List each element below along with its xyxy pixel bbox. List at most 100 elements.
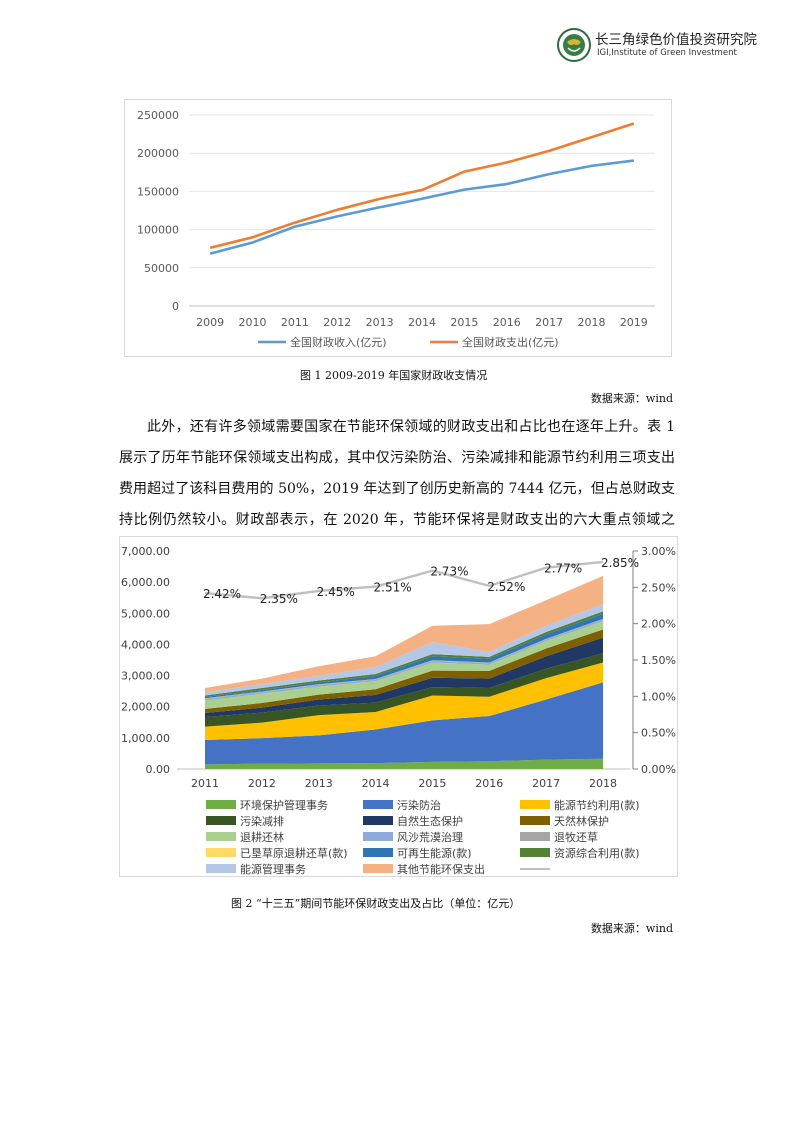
legend-label: 自然生态保护 (397, 814, 463, 828)
y2-tick-label: 2.50% (641, 581, 676, 594)
y2-tick-label: 1.50% (641, 654, 676, 667)
x-tick-label: 2010 (239, 316, 267, 329)
legend-label: 污染防治 (397, 798, 441, 812)
y2-tick-label: 1.00% (641, 690, 676, 703)
legend-label: 污染减排 (240, 814, 284, 828)
x-tick-label: 2015 (418, 777, 446, 790)
figure2-source: 数据来源：wind (590, 922, 673, 935)
x-tick-label: 2017 (535, 316, 563, 329)
legend-swatch (363, 816, 393, 825)
ratio-data-label: 2.85% (601, 556, 639, 570)
y-tick-label: 0 (172, 300, 179, 313)
figure1-source: 数据来源：wind (590, 392, 673, 405)
legend-label: 能源管理事务 (240, 862, 306, 876)
x-tick-label: 2012 (323, 316, 351, 329)
legend-swatch (206, 864, 236, 873)
fiscal-revenue-expenditure-chart: 0 50000 100000 150000 200000 250000 2009 2010 20… (124, 99, 672, 357)
legend-label: 全国财政收入(亿元) (290, 335, 387, 349)
line-chart-canvas: 0 50000 100000 150000 200000 250000 2009 2010 20… (137, 109, 655, 349)
y2-tick-label: 2.00% (641, 618, 676, 631)
area-series-1 (205, 758, 603, 769)
y-tick-label: 50000 (144, 262, 179, 275)
ratio-data-label: 2.45% (317, 585, 355, 599)
area-series-14 (205, 575, 603, 693)
y-tick-label: 250000 (137, 109, 179, 122)
x-tick-label: 2014 (408, 316, 436, 329)
x-tick-label: 2013 (366, 316, 394, 329)
logo-english-name: IGI,Institute of Green Investment (597, 48, 737, 58)
x-tick-label: 2012 (248, 777, 276, 790)
paragraph-text: 此外，还有许多领域需要国家在节能环保领域的财政支出和占比也在逐年上升。表 1 展… (119, 419, 675, 559)
area-series-2 (205, 682, 603, 765)
x-tick-label: 2018 (577, 316, 605, 329)
x-tick-label: 2018 (589, 777, 617, 790)
legend-swatch (520, 832, 550, 841)
ratio-data-label: 2.73% (430, 565, 468, 579)
legend-label: 已垦草原退耕还草(款) (240, 846, 348, 860)
ratio-data-label: 2.42% (203, 587, 241, 601)
legend-swatch (520, 848, 550, 857)
legend-swatch (206, 816, 236, 825)
stacked-area-chart-canvas: 0.00 1,000.00 2,000.00 3,000.00 4,000.00 5,00… (121, 545, 676, 876)
x-tick-label: 2011 (281, 316, 309, 329)
series-line-2 (209, 122, 635, 249)
legend-label: 资源综合利用(款) (554, 846, 640, 860)
legend-label: 风沙荒漠治理 (397, 830, 463, 844)
y2-tick-label: 3.00% (641, 545, 676, 558)
x-tick-label: 2014 (362, 777, 390, 790)
figure2-caption: 图 2 “十三五”期间节能环保财政支出及占比（单位：亿元） (231, 897, 521, 910)
legend-label: 天然林保护 (554, 814, 609, 828)
ratio-data-label: 2.51% (374, 581, 412, 595)
legend-swatch (363, 832, 393, 841)
ratio-data-label: 2.77% (544, 562, 582, 576)
legend-label: 全国财政支出(亿元) (462, 335, 559, 349)
legend-swatch (206, 848, 236, 857)
x-tick-label: 2009 (196, 316, 224, 329)
y2-tick-label: 0.00% (641, 763, 676, 776)
y-tick-label: 150000 (137, 185, 179, 198)
legend-swatch (206, 832, 236, 841)
x-tick-label: 2019 (620, 316, 648, 329)
area-series-3 (205, 662, 603, 741)
institute-logo: 长三角绿色价值投资研究院 IGI,Institute of Green Inve… (557, 26, 777, 66)
y2-tick-label: 0.50% (641, 727, 676, 740)
x-tick-label: 2011 (191, 777, 219, 790)
environmental-spending-chart: 0.00 1,000.00 2,000.00 3,000.00 4,000.00 5,00… (119, 536, 678, 877)
y-tick-label: 5,000.00 (121, 607, 170, 620)
figure1-caption: 图 1 2009-2019 年国家财政收支情况 (300, 369, 488, 382)
x-tick-label: 2016 (493, 316, 521, 329)
legend-label: 环境保护管理事务 (240, 798, 328, 812)
legend-swatch (363, 848, 393, 857)
y-tick-label: 7,000.00 (121, 545, 170, 558)
legend-label: 其他节能环保支出 (397, 862, 485, 876)
legend-label: 可再生能源(款) (397, 846, 472, 860)
area-series-7 (205, 621, 603, 709)
legend-label: 退耕还林 (240, 830, 284, 844)
body-paragraph: 此外，还有许多领域需要国家在节能环保领域的财政支出和占比也在逐年上升。表 1 展… (119, 412, 675, 567)
legend-swatch (363, 864, 393, 873)
legend-label: 能源节约利用(款) (554, 798, 640, 812)
legend-swatch (206, 800, 236, 809)
ratio-data-label: 2.35% (260, 592, 298, 606)
series-line-1 (209, 159, 634, 255)
x-tick-label: 2013 (305, 777, 333, 790)
legend-swatch (520, 800, 550, 809)
legend-swatch (363, 800, 393, 809)
y-tick-label: 0.00 (146, 763, 171, 776)
area-series-4 (205, 653, 603, 727)
y-tick-label: 4,000.00 (121, 638, 170, 651)
x-tick-label: 2017 (532, 777, 560, 790)
y-tick-label: 100000 (137, 224, 179, 237)
globe-logo-icon (557, 28, 591, 62)
ratio-data-label: 2.52% (487, 580, 525, 594)
ratio-line (204, 560, 604, 600)
legend-label: 退牧还草 (554, 830, 598, 844)
y-tick-label: 3,000.00 (121, 670, 170, 683)
legend-swatch (520, 816, 550, 825)
x-tick-label: 2016 (475, 777, 503, 790)
y-tick-label: 6,000.00 (121, 576, 170, 589)
y-tick-label: 1,000.00 (121, 732, 170, 745)
x-tick-label: 2015 (450, 316, 478, 329)
y-tick-label: 2,000.00 (121, 701, 170, 714)
y-tick-label: 200000 (137, 147, 179, 160)
